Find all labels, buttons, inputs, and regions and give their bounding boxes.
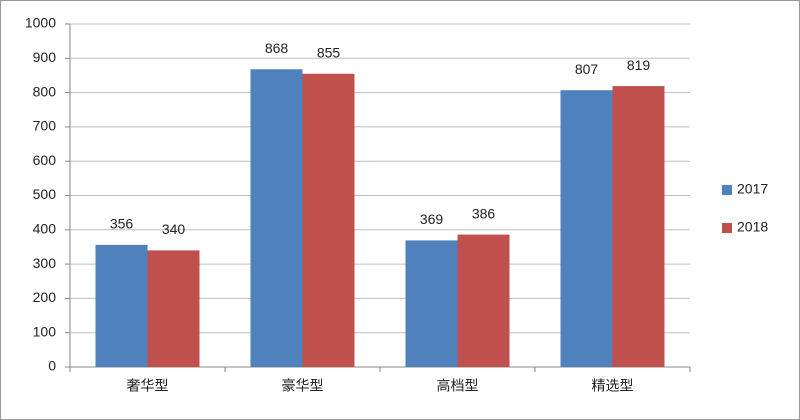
data-label: 340 — [162, 221, 186, 237]
data-label: 356 — [110, 216, 134, 232]
bar — [302, 73, 355, 368]
data-label: 386 — [472, 205, 496, 221]
y-tick-label: 700 — [33, 118, 57, 134]
y-tick-label: 300 — [33, 255, 57, 271]
legend-swatch — [722, 223, 732, 233]
bar — [250, 69, 303, 367]
y-tick-label: 600 — [33, 152, 57, 168]
data-label: 369 — [420, 211, 444, 227]
x-tick-label: 豪华型 — [282, 378, 324, 394]
y-tick-label: 500 — [33, 186, 57, 202]
y-tick-label: 400 — [33, 221, 57, 237]
bar — [457, 234, 510, 367]
x-tick-label: 高档型 — [437, 378, 479, 394]
bar — [405, 240, 458, 367]
legend-label: 2018 — [737, 219, 768, 235]
bar — [560, 90, 613, 367]
data-label: 868 — [265, 40, 289, 56]
data-label: 819 — [627, 57, 651, 73]
y-tick-label: 800 — [33, 83, 57, 99]
y-tick-label: 0 — [48, 358, 56, 374]
y-tick-label: 200 — [33, 289, 57, 305]
y-tick-label: 1000 — [25, 15, 56, 31]
legend-label: 2017 — [737, 181, 768, 197]
bar — [612, 86, 665, 367]
data-label: 807 — [575, 61, 599, 77]
bar — [147, 250, 200, 367]
bar — [95, 244, 148, 367]
legend-swatch — [722, 185, 732, 195]
y-tick-label: 900 — [33, 49, 57, 65]
y-tick-label: 100 — [33, 323, 57, 339]
data-label: 855 — [317, 44, 341, 60]
x-tick-label: 奢华型 — [127, 378, 169, 394]
x-tick-label: 精选型 — [592, 378, 634, 394]
